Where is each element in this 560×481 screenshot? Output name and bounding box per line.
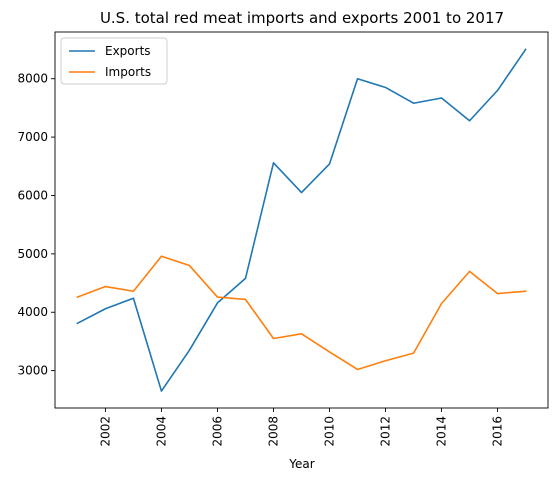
x-tick-label: 2014	[435, 416, 449, 447]
plot-area: 2002 2004 2006 2008 2010 2012 2014 2016 3000 4000…	[17, 32, 548, 447]
series-line-imports	[77, 256, 525, 369]
x-tick-label: 2012	[379, 416, 393, 447]
plot-frame	[55, 32, 548, 408]
x-tick-label: 2006	[210, 416, 224, 447]
y-tick-label: 3000	[17, 364, 48, 378]
x-tick-label: 2004	[154, 416, 168, 447]
x-tick-label: 2008	[266, 416, 280, 447]
x-tick-label: 2010	[323, 416, 337, 447]
y-tick-label: 5000	[17, 247, 48, 261]
y-tick-label: 8000	[17, 72, 48, 86]
x-tick-label: 2002	[98, 416, 112, 447]
chart-title: U.S. total red meat imports and exports …	[100, 9, 504, 27]
y-tick-label: 4000	[17, 305, 48, 319]
legend-label-exports: Exports	[105, 44, 151, 58]
x-axis-label: Year	[288, 457, 314, 471]
y-tick-label: 6000	[17, 188, 48, 202]
series-line-exports	[77, 50, 525, 392]
y-tick-label: 7000	[17, 130, 48, 144]
x-tick-label: 2016	[491, 416, 505, 447]
legend-label-imports: Imports	[105, 65, 151, 79]
